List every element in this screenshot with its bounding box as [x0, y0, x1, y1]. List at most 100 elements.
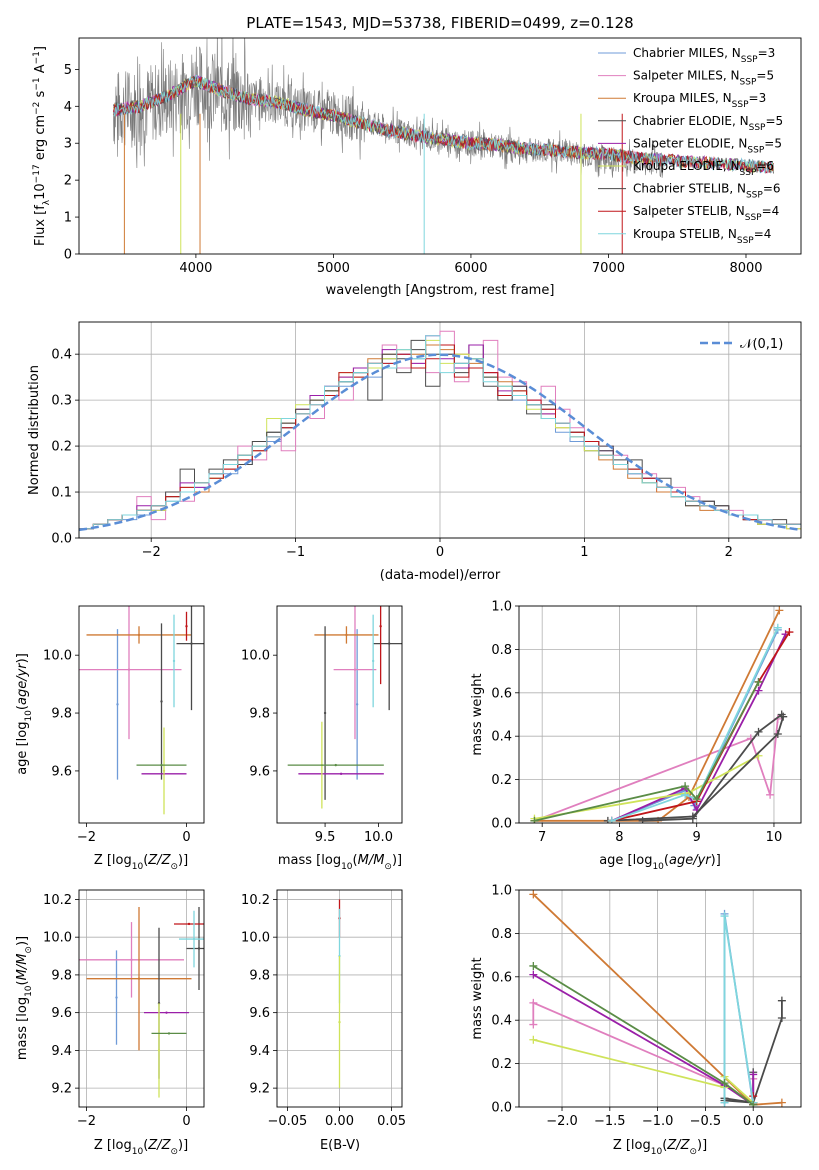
- plot-marks: [287, 606, 402, 809]
- data-point: [130, 958, 133, 962]
- y-axis-label: age [log10(age/yr)]: [15, 653, 34, 775]
- data-point: [160, 700, 163, 703]
- plot-marks: [338, 899, 341, 1089]
- x-tick-label: 7: [538, 830, 546, 845]
- series-marker: [777, 1098, 786, 1107]
- series-line: [611, 627, 779, 822]
- y-tick-label: 1.0: [491, 600, 512, 615]
- data-point: [116, 703, 119, 706]
- chart-spectrum: 4000 5000 6000 7000 8000 0 1 2 3 4 5 PLATE=1543, MJ…: [32, 14, 802, 298]
- series-marker: [529, 970, 538, 979]
- y-tick-label: 0.2: [491, 773, 512, 788]
- x-tick-label: −2.0: [546, 1114, 578, 1129]
- chart-title: PLATE=1543, MJD=53738, FIBERID=0499, z=0…: [246, 14, 633, 32]
- x-tick-label: 0: [436, 545, 444, 560]
- axes-frame: [518, 605, 802, 824]
- y-tick-label: 1.0: [491, 884, 512, 899]
- legend-label: Kroupa MILES, NSSP=3: [633, 91, 766, 110]
- gaussian-curve: [79, 353, 801, 532]
- y-tick-label: 0.1: [51, 486, 72, 501]
- x-tick-label: 7000: [592, 261, 625, 276]
- series-line: [532, 973, 755, 1107]
- series-marker: [529, 1020, 538, 1029]
- legend-label: 𝒩(0,1): [740, 337, 783, 352]
- data-point: [190, 642, 193, 645]
- x-tick-label: 4000: [179, 261, 212, 276]
- x-axis-label: age [log10(age/yr)]: [599, 853, 721, 872]
- y-tick-label: 9.6: [51, 764, 72, 779]
- x-tick-label: −1.5: [594, 1114, 626, 1129]
- x-tick-label: −2: [77, 830, 96, 845]
- x-tick-label: −1.0: [642, 1114, 674, 1129]
- plot-marks: [79, 330, 801, 538]
- series-marker: [773, 730, 782, 739]
- series-line: [724, 1000, 783, 1104]
- series-marker: [692, 795, 701, 804]
- y-tick-label: 9.4: [249, 1044, 270, 1059]
- data-point: [137, 633, 141, 637]
- y-axis-label: mass [log10(M/M⊙)]: [15, 936, 34, 1060]
- y-tick-label: 2: [64, 174, 72, 189]
- model-spectrum: [112, 74, 774, 174]
- plot-marks: [79, 906, 204, 1098]
- series-marker: [681, 782, 690, 791]
- x-tick-label: 0.0: [743, 1114, 764, 1129]
- axes-frame: [78, 321, 802, 539]
- series-marker: [529, 1035, 538, 1044]
- chart-age-vs-mass: 9.5 10.0 9.6 9.8 10.0 mass [log10(M/M⊙)]: [241, 605, 403, 872]
- chart-mass-vs-ebv: −0.05 0.00 0.05 9.2 9.4 9.6 9.8 10.0 10.2 E(B-V): [241, 889, 406, 1153]
- data-point: [338, 1020, 341, 1024]
- series-marker: [529, 961, 538, 970]
- series-marker: [785, 628, 794, 637]
- y-tick-label: 0.0: [491, 1101, 512, 1116]
- axes-frame: [276, 605, 403, 824]
- axes-frame: [276, 889, 403, 1108]
- series-line: [611, 629, 779, 822]
- data-point: [353, 668, 357, 671]
- y-tick-label: 1: [64, 211, 72, 226]
- x-tick-label: −0.05: [267, 1114, 307, 1129]
- series-line: [533, 1038, 754, 1104]
- series-marker: [754, 686, 763, 695]
- model-spectrum: [112, 75, 774, 174]
- x-tick-label: 0: [182, 1114, 190, 1129]
- y-tick-label: 9.6: [51, 1006, 72, 1021]
- series-marker: [754, 727, 763, 736]
- x-tick-label: −0.5: [690, 1114, 722, 1129]
- y-tick-label: 10.2: [43, 893, 72, 908]
- series-marker: [766, 790, 775, 799]
- legend-label: Salpeter MILES, NSSP=5: [633, 69, 774, 88]
- x-axis-label: Z [log10(Z/Z⊙)]: [94, 853, 188, 872]
- series-marker: [607, 816, 616, 823]
- data-point: [379, 625, 382, 628]
- y-tick-label: 10.2: [241, 893, 270, 908]
- series-marker: [777, 996, 786, 1005]
- y-tick-label: 9.8: [51, 707, 72, 722]
- data-point: [323, 711, 327, 715]
- series-marker: [529, 890, 538, 899]
- histogram-series: [79, 339, 801, 538]
- chart-age-vs-z: −2 0 9.6 9.8 10.0 Z [log10(Z/Z⊙)] age [log10(a…: [15, 605, 205, 872]
- data-point: [172, 659, 176, 663]
- x-tick-label: 6000: [454, 261, 487, 276]
- axes-frame: [78, 889, 205, 1108]
- y-tick-label: 10.0: [241, 931, 270, 946]
- data-point: [192, 937, 196, 941]
- x-tick-label: 1: [580, 545, 588, 560]
- data-point: [137, 977, 141, 980]
- y-tick-label: 9.8: [249, 707, 270, 722]
- x-tick-label: 2: [725, 545, 733, 560]
- y-tick-label: 9.8: [249, 968, 270, 983]
- chart-residuals: −2 −1 0 1 2 0.0 0.1 0.2 0.3 0.4 (data-model)/error…: [27, 321, 802, 583]
- data-point: [162, 769, 166, 773]
- series-marker: [749, 1100, 758, 1107]
- x-axis-label: Z [log10(Z/Z⊙)]: [613, 1138, 707, 1157]
- y-tick-label: 0.4: [491, 730, 512, 745]
- y-tick-label: 0.6: [491, 686, 512, 701]
- x-tick-label: 9.5: [315, 830, 336, 845]
- series-line: [611, 633, 787, 822]
- y-tick-label: 4: [64, 100, 72, 115]
- series-marker: [681, 790, 690, 799]
- data-point: [339, 772, 343, 776]
- plot-marks: [530, 606, 794, 823]
